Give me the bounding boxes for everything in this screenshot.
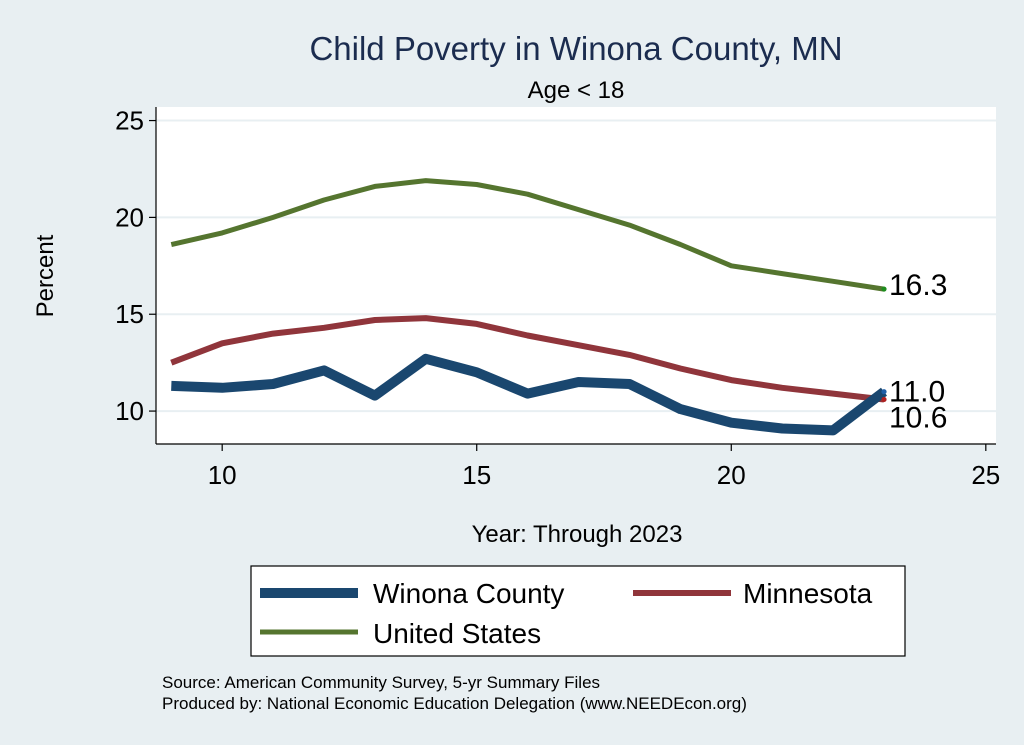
- end-label-minnesota: 10.6: [889, 401, 947, 434]
- x-tick-label-25: 25: [971, 460, 1000, 490]
- end-label-winona-county: 11.0: [889, 376, 945, 409]
- legend-label-minnesota: Minnesota: [743, 578, 873, 609]
- y-axis-title: Percent: [32, 234, 59, 317]
- x-axis-title: Year: Through 2023: [472, 521, 683, 548]
- producer-note: Produced by: National Economic Education…: [162, 694, 747, 713]
- legend-box: [250, 565, 906, 657]
- legend-label-winona-county: Winona County: [373, 578, 564, 609]
- end-point-minnesota: [881, 396, 887, 403]
- series-line-winona-county: [171, 353, 888, 436]
- x-tick-label-15: 15: [462, 460, 491, 490]
- y-tick-label-15: 15: [115, 299, 144, 329]
- series-lines: [170, 178, 888, 436]
- x-tick-label-20: 20: [717, 460, 746, 490]
- x-tick-label-10: 10: [208, 460, 237, 490]
- series-line-minnesota: [170, 315, 885, 403]
- end-label-united-states: 16.3: [889, 269, 947, 302]
- end-point-united-states: [881, 286, 887, 292]
- plot-area: [156, 107, 996, 444]
- end-point-winona-county: [881, 389, 887, 395]
- y-tick-label-10: 10: [115, 396, 144, 426]
- end-labels: 11.010.6 16.3: [881, 269, 947, 434]
- chart-title: Child Poverty in Winona County, MN: [309, 30, 842, 67]
- legend-label-united-states: United States: [373, 618, 541, 649]
- chart-subtitle: Age < 18: [528, 77, 625, 104]
- axes: 10 15 20 25 10 15 20 25: [115, 106, 1000, 490]
- source-note: Source: American Community Survey, 5-yr …: [162, 673, 600, 692]
- y-tick-label-20: 20: [115, 202, 144, 232]
- legend: Winona County Minnesota United States: [250, 565, 906, 657]
- series-line-united-states: [170, 178, 885, 292]
- y-tick-label-25: 25: [115, 106, 144, 136]
